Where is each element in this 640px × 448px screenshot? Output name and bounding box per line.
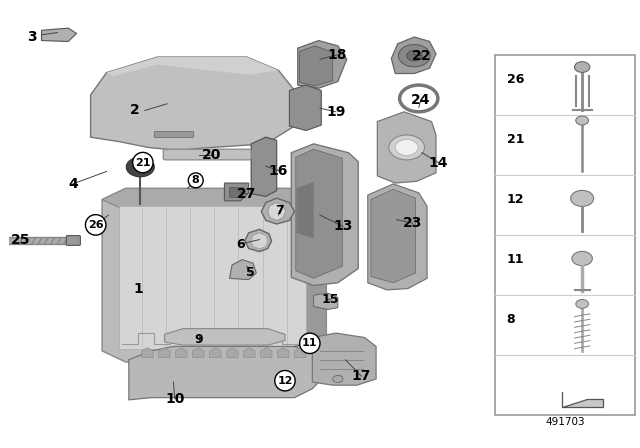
Polygon shape xyxy=(260,348,272,358)
FancyBboxPatch shape xyxy=(163,149,251,160)
FancyBboxPatch shape xyxy=(67,236,81,246)
Text: 21: 21 xyxy=(507,133,524,146)
Polygon shape xyxy=(268,202,285,220)
Polygon shape xyxy=(164,329,285,345)
Text: 10: 10 xyxy=(165,392,184,405)
Circle shape xyxy=(576,299,589,308)
Polygon shape xyxy=(230,260,256,280)
Polygon shape xyxy=(314,293,338,310)
Text: 12: 12 xyxy=(277,376,292,386)
Text: 8: 8 xyxy=(192,175,200,185)
Text: 14: 14 xyxy=(429,155,448,169)
Circle shape xyxy=(406,50,422,61)
Polygon shape xyxy=(209,348,221,358)
Text: 13: 13 xyxy=(333,219,353,233)
Text: 23: 23 xyxy=(403,216,422,230)
Polygon shape xyxy=(175,348,187,358)
Polygon shape xyxy=(91,57,294,151)
Polygon shape xyxy=(251,233,268,249)
Circle shape xyxy=(576,116,589,125)
Polygon shape xyxy=(296,182,314,238)
Polygon shape xyxy=(296,149,342,278)
Polygon shape xyxy=(562,399,602,407)
Polygon shape xyxy=(227,348,238,358)
Text: 17: 17 xyxy=(352,369,371,383)
Polygon shape xyxy=(298,41,347,88)
Circle shape xyxy=(575,62,590,73)
Text: 26: 26 xyxy=(507,73,524,86)
Polygon shape xyxy=(378,112,436,183)
Text: 24: 24 xyxy=(411,93,431,107)
Polygon shape xyxy=(294,348,306,358)
Text: 12: 12 xyxy=(507,193,524,206)
Circle shape xyxy=(571,190,594,207)
Text: 7: 7 xyxy=(275,204,284,217)
Polygon shape xyxy=(193,348,204,358)
Circle shape xyxy=(572,251,593,266)
Polygon shape xyxy=(312,333,376,385)
Text: 15: 15 xyxy=(321,293,339,306)
Text: 5: 5 xyxy=(246,267,254,280)
Circle shape xyxy=(389,135,424,160)
Polygon shape xyxy=(278,348,289,358)
Polygon shape xyxy=(300,46,333,86)
Text: 9: 9 xyxy=(195,333,204,346)
Circle shape xyxy=(395,139,418,155)
Text: 21: 21 xyxy=(135,158,150,168)
Polygon shape xyxy=(159,348,170,358)
Text: 11: 11 xyxy=(507,253,524,267)
Polygon shape xyxy=(154,130,193,137)
Polygon shape xyxy=(244,348,255,358)
Circle shape xyxy=(333,375,343,383)
Text: 491703: 491703 xyxy=(545,417,585,427)
FancyBboxPatch shape xyxy=(229,188,243,197)
Text: 3: 3 xyxy=(27,30,36,44)
Polygon shape xyxy=(371,189,415,283)
Polygon shape xyxy=(304,199,326,360)
Text: 4: 4 xyxy=(68,177,77,191)
Polygon shape xyxy=(289,85,321,130)
Text: 26: 26 xyxy=(88,220,104,230)
Polygon shape xyxy=(392,37,436,73)
Polygon shape xyxy=(102,188,326,211)
Polygon shape xyxy=(102,188,326,362)
Polygon shape xyxy=(42,28,77,42)
Polygon shape xyxy=(141,348,153,358)
Text: 2: 2 xyxy=(131,103,140,117)
Circle shape xyxy=(398,44,430,67)
Text: 16: 16 xyxy=(269,164,288,177)
Circle shape xyxy=(126,157,154,177)
Text: 1: 1 xyxy=(134,281,143,296)
Text: 27: 27 xyxy=(237,187,257,201)
Text: 20: 20 xyxy=(202,148,221,162)
Polygon shape xyxy=(251,137,276,196)
Polygon shape xyxy=(291,144,358,285)
Text: 19: 19 xyxy=(326,105,346,119)
Text: 22: 22 xyxy=(412,49,432,63)
Text: 11: 11 xyxy=(302,338,317,348)
Polygon shape xyxy=(106,57,278,76)
Text: 25: 25 xyxy=(11,233,30,246)
Text: 6: 6 xyxy=(236,237,244,250)
Polygon shape xyxy=(119,206,306,349)
FancyBboxPatch shape xyxy=(495,55,636,415)
Polygon shape xyxy=(225,183,248,201)
Polygon shape xyxy=(261,198,294,224)
Text: 18: 18 xyxy=(328,48,347,62)
Polygon shape xyxy=(368,184,427,290)
Polygon shape xyxy=(129,346,326,400)
Polygon shape xyxy=(245,229,271,252)
Text: 8: 8 xyxy=(507,314,515,327)
